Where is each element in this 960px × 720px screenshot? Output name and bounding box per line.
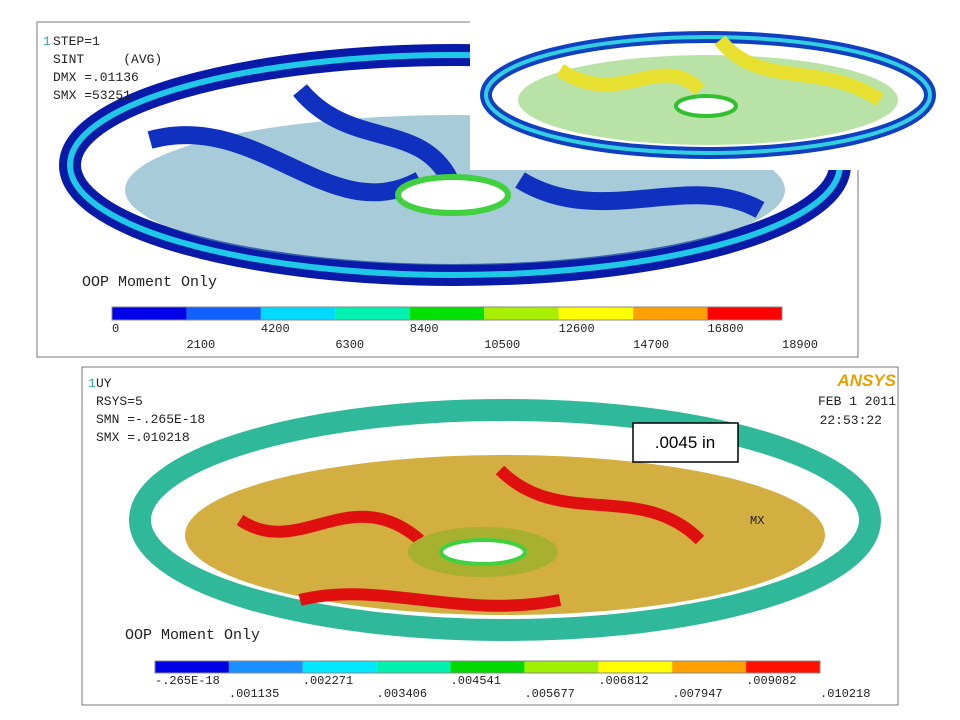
info-line: UY bbox=[96, 376, 112, 391]
legend-band bbox=[228, 661, 303, 673]
legend-label: .003406 bbox=[377, 687, 427, 701]
legend-frame bbox=[154, 660, 821, 674]
legend-label: 18900 bbox=[782, 338, 818, 352]
legend-band bbox=[155, 661, 229, 673]
legend-band bbox=[260, 307, 336, 320]
legend-label: 0 bbox=[112, 322, 119, 336]
bottom-model bbox=[129, 399, 881, 641]
legend-label: .006812 bbox=[598, 674, 648, 688]
info-line: SINT (AVG) bbox=[53, 52, 162, 67]
date: FEB 1 2011 bbox=[818, 394, 896, 409]
legend-band bbox=[302, 661, 377, 673]
legend-band bbox=[186, 307, 261, 320]
legend-label: 6300 bbox=[335, 338, 364, 352]
legend-band bbox=[112, 307, 187, 320]
legend-band bbox=[524, 661, 599, 673]
legend-label: .005677 bbox=[524, 687, 574, 701]
info-line: DMX =.01136 bbox=[53, 70, 139, 85]
legend-label: .001135 bbox=[229, 687, 279, 701]
legend-band bbox=[633, 307, 708, 320]
info-line: STEP=1 bbox=[53, 34, 100, 49]
legend-label: 4200 bbox=[261, 322, 290, 336]
info-line: RSYS=5 bbox=[96, 394, 143, 409]
info-line: SMN =-.265E-18 bbox=[96, 412, 205, 427]
legend-band bbox=[335, 307, 410, 320]
legend-label: .004541 bbox=[451, 674, 501, 688]
logo: ANSYS bbox=[836, 371, 896, 390]
legend-label: -.265E-18 bbox=[155, 674, 220, 688]
legend-frame bbox=[111, 306, 783, 321]
legend-band bbox=[558, 307, 634, 320]
legend-label: 16800 bbox=[708, 322, 744, 336]
info-line: SMX =53251 bbox=[53, 88, 131, 103]
caption: OOP Moment Only bbox=[125, 627, 260, 644]
legend-label: 12600 bbox=[559, 322, 595, 336]
legend-label: 10500 bbox=[484, 338, 520, 352]
legend-label: .007947 bbox=[672, 687, 722, 701]
window-number: 1 bbox=[88, 376, 96, 391]
info-line: SMX =.010218 bbox=[96, 430, 190, 445]
legend-band bbox=[746, 661, 820, 673]
max-marker: MX bbox=[750, 514, 764, 528]
legend-band bbox=[484, 307, 559, 320]
time: 22:53:22 bbox=[820, 413, 882, 428]
inset-model bbox=[480, 31, 936, 159]
legend-band bbox=[376, 661, 451, 673]
legend-band bbox=[707, 307, 782, 320]
legend-band bbox=[672, 661, 747, 673]
legend-label: 2100 bbox=[186, 338, 215, 352]
legend-label: 8400 bbox=[410, 322, 439, 336]
legend-band bbox=[409, 307, 485, 320]
legend-label: 14700 bbox=[633, 338, 669, 352]
legend-label: .009082 bbox=[746, 674, 796, 688]
window-number: 1 bbox=[43, 34, 51, 49]
callout: .0045 in bbox=[655, 433, 716, 452]
legend-band bbox=[450, 661, 525, 673]
legend-label: .002271 bbox=[303, 674, 353, 688]
caption: OOP Moment Only bbox=[82, 274, 217, 291]
callout-box bbox=[632, 422, 739, 463]
legend-band bbox=[598, 661, 673, 673]
legend-label: .010218 bbox=[820, 687, 870, 701]
